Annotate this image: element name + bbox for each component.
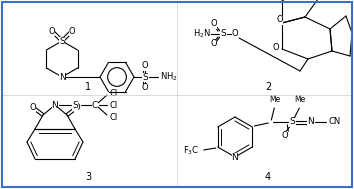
- Text: Cl: Cl: [109, 101, 117, 109]
- Text: Me: Me: [270, 95, 281, 104]
- Text: N: N: [52, 101, 58, 109]
- Text: O: O: [49, 26, 55, 36]
- Text: 3: 3: [85, 172, 91, 182]
- Text: S: S: [220, 29, 226, 39]
- Text: S: S: [72, 101, 78, 109]
- Text: S: S: [59, 36, 65, 46]
- Text: F$_3$C: F$_3$C: [183, 145, 200, 157]
- Text: C: C: [92, 101, 98, 109]
- Text: 4: 4: [265, 172, 271, 182]
- Text: S: S: [142, 73, 148, 81]
- Text: O: O: [232, 29, 238, 39]
- Text: O: O: [30, 102, 36, 112]
- Text: Cl: Cl: [109, 88, 117, 98]
- Text: O: O: [211, 19, 217, 29]
- Text: CN: CN: [328, 118, 341, 126]
- Text: 2: 2: [265, 82, 271, 92]
- Text: Cl: Cl: [109, 112, 117, 122]
- Text: Me: Me: [295, 95, 306, 104]
- Text: N: N: [232, 153, 238, 161]
- Text: O: O: [281, 130, 288, 139]
- Text: NH$_2$: NH$_2$: [160, 71, 178, 83]
- Text: O: O: [142, 61, 148, 70]
- Text: O: O: [211, 40, 217, 49]
- Text: O: O: [74, 102, 80, 112]
- Text: N: N: [307, 118, 314, 126]
- Text: 1: 1: [85, 82, 91, 92]
- Text: O: O: [273, 43, 279, 51]
- Text: H$_2$N: H$_2$N: [193, 28, 211, 40]
- Text: O: O: [277, 15, 283, 25]
- Text: N: N: [59, 73, 65, 81]
- Text: O: O: [142, 84, 148, 92]
- Text: O: O: [69, 26, 75, 36]
- Text: S: S: [290, 118, 295, 126]
